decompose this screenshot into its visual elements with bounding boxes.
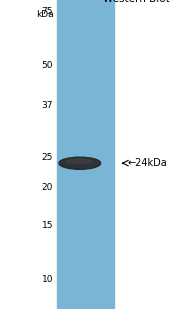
Text: 25: 25 [42, 153, 53, 162]
Text: kDa: kDa [36, 10, 54, 19]
Text: 10: 10 [42, 275, 53, 284]
Ellipse shape [66, 159, 91, 164]
Text: Western Blot: Western Blot [103, 0, 170, 4]
Text: 20: 20 [42, 183, 53, 192]
Ellipse shape [59, 157, 101, 169]
Text: 37: 37 [42, 101, 53, 110]
Text: ←24kDa: ←24kDa [127, 158, 167, 168]
Text: 75: 75 [42, 7, 53, 16]
Text: 15: 15 [42, 221, 53, 230]
Text: 50: 50 [42, 61, 53, 70]
Bar [57, 0, 114, 309]
